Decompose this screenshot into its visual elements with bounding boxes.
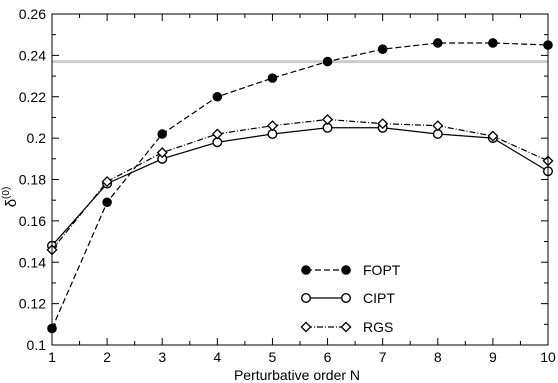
x-tick-label: 7 — [379, 349, 387, 365]
legend-item-cipt: CIPT — [301, 290, 395, 306]
series-line-fopt — [51, 42, 549, 329]
data-point-fopt — [377, 44, 388, 54]
y-axis-title-main: δ — [3, 199, 20, 207]
y-tick-label: 0.18 — [19, 172, 46, 188]
legend-item-fopt: FOPT — [301, 262, 401, 278]
data-point-rgs — [432, 120, 444, 132]
legend-label-rgs: RGS — [363, 319, 393, 335]
data-point-fopt — [157, 129, 168, 139]
x-tick-label: 10 — [540, 349, 556, 365]
legend-marker-rgs — [300, 321, 312, 333]
data-point-rgs — [487, 130, 499, 142]
series-fopt — [47, 38, 553, 334]
x-tick-label: 5 — [269, 349, 277, 365]
y-tick-label: 0.26 — [19, 6, 46, 22]
data-point-fopt — [432, 38, 443, 48]
data-point-fopt — [267, 73, 278, 83]
x-tick-label: 8 — [434, 349, 442, 365]
data-point-rgs — [266, 120, 278, 132]
y-tick-label: 0.22 — [19, 89, 46, 105]
x-tick-label: 4 — [213, 349, 221, 365]
x-tick-label: 1 — [48, 349, 56, 365]
series-rgs — [46, 113, 554, 256]
legend-marker-rgs — [340, 321, 352, 333]
data-point-rgs — [101, 176, 113, 188]
y-axis-title-superscript: (0) — [1, 187, 12, 199]
data-point-fopt — [488, 38, 498, 48]
data-point-rgs — [156, 147, 168, 159]
x-tick-label: 9 — [489, 349, 497, 365]
data-point-rgs — [377, 118, 389, 130]
legend-marker-fopt — [301, 265, 311, 275]
x-axis-title: Perturbative order N — [234, 367, 360, 383]
x-tick-label: 2 — [103, 349, 111, 365]
series-line-rgs — [51, 118, 549, 251]
data-point-rgs — [211, 128, 223, 140]
series-line-cipt — [51, 127, 549, 247]
legend-item-rgs: RGS — [300, 319, 393, 335]
y-tick-label: 0.24 — [19, 47, 46, 63]
data-point-fopt — [212, 91, 223, 102]
plot-frame — [51, 13, 549, 346]
data-point-rgs — [322, 113, 334, 126]
y-tick-label: 0.1 — [27, 337, 47, 353]
legend-marker-cipt — [341, 293, 352, 304]
legend-marker-fopt — [341, 265, 351, 275]
legend-marker-cipt — [301, 293, 312, 304]
y-tick-label: 0.2 — [27, 130, 47, 146]
legend: FOPT CIPT RGS — [300, 262, 401, 335]
x-tick-label: 6 — [324, 349, 332, 365]
legend-label-cipt: CIPT — [363, 290, 395, 306]
y-tick-label: 0.14 — [19, 254, 46, 270]
tick-layer: 1 2 3 4 5 6 7 8 9 10 0.1 0.12 0.14 0.16 0.18 0.2 0.22 0.2… — [19, 6, 556, 365]
y-axis-title: δ(0) — [1, 187, 20, 208]
x-tick-label: 3 — [158, 349, 166, 365]
series-cipt — [47, 122, 554, 251]
y-tick-label: 0.16 — [19, 213, 46, 229]
series-layer — [46, 38, 554, 334]
y-tick-label: 0.12 — [19, 296, 46, 312]
data-point-fopt — [322, 56, 333, 67]
data-point-fopt — [102, 197, 112, 208]
legend-label-fopt: FOPT — [363, 262, 401, 278]
